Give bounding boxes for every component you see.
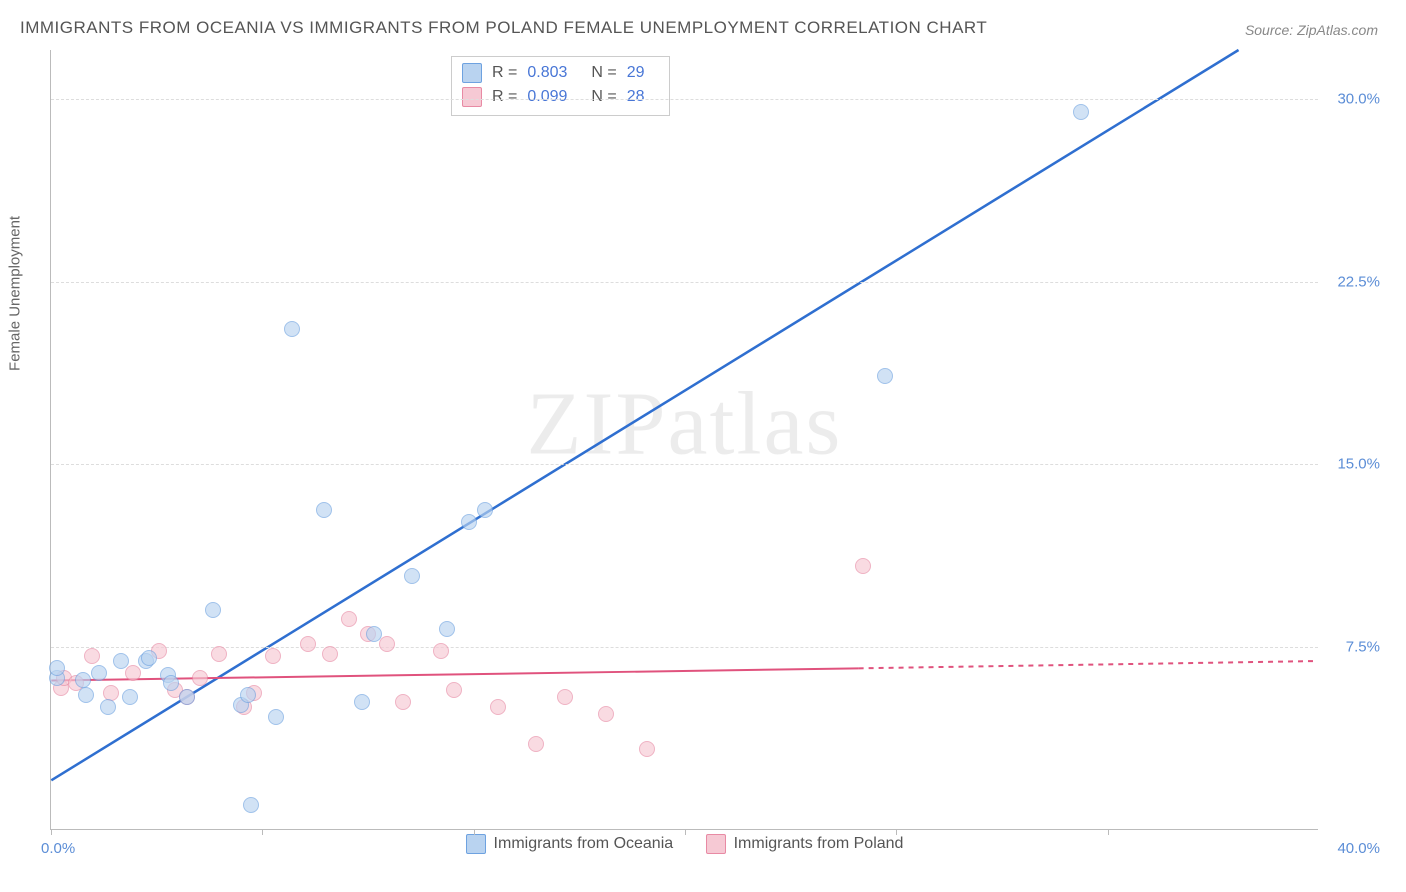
oceania-point: [477, 502, 493, 518]
gridline: [51, 282, 1318, 283]
swatch-oceania: [466, 834, 486, 854]
legend-item-oceania: Immigrants from Oceania: [466, 834, 674, 854]
gridline: [51, 464, 1318, 465]
oceania-point: [354, 694, 370, 710]
oceania-point: [75, 672, 91, 688]
xtick: [474, 829, 475, 835]
xtick: [896, 829, 897, 835]
r-value-oceania: 0.803: [527, 61, 567, 85]
stats-row-oceania: R = 0.803 N = 29: [462, 61, 659, 85]
oceania-point: [122, 689, 138, 705]
swatch-poland: [706, 834, 726, 854]
r-label: R =: [492, 61, 517, 85]
n-value-poland: 28: [627, 85, 645, 109]
x-max-label: 40.0%: [1337, 840, 1380, 857]
oceania-point: [179, 689, 195, 705]
poland-point: [265, 648, 281, 664]
poland-point: [211, 646, 227, 662]
xtick: [51, 829, 52, 835]
gridline: [51, 99, 1318, 100]
xtick: [685, 829, 686, 835]
ytick-label: 22.5%: [1337, 273, 1380, 290]
legend-label-oceania: Immigrants from Oceania: [494, 835, 674, 853]
ytick-label: 15.0%: [1337, 456, 1380, 473]
oceania-point: [316, 502, 332, 518]
r-label: R =: [492, 85, 517, 109]
poland-point: [84, 648, 100, 664]
oceania-point: [1073, 104, 1089, 120]
poland-point: [446, 682, 462, 698]
r-value-poland: 0.099: [527, 85, 567, 109]
watermark: ZIPatlas: [527, 372, 843, 475]
poland-point: [125, 665, 141, 681]
oceania-point: [163, 675, 179, 691]
poland-point: [490, 699, 506, 715]
oceania-point: [366, 626, 382, 642]
stats-legend: R = 0.803 N = 29 R = 0.099 N = 28: [451, 56, 670, 116]
oceania-point: [240, 687, 256, 703]
legend-label-poland: Immigrants from Poland: [734, 835, 904, 853]
poland-point: [855, 558, 871, 574]
oceania-point: [243, 797, 259, 813]
poland-point: [528, 736, 544, 752]
oceania-point: [113, 653, 129, 669]
oceania-point: [268, 709, 284, 725]
poland-point: [379, 636, 395, 652]
poland-point: [433, 643, 449, 659]
poland-point: [192, 670, 208, 686]
n-label: N =: [591, 61, 616, 85]
stats-row-poland: R = 0.099 N = 28: [462, 85, 659, 109]
oceania-point: [461, 514, 477, 530]
oceania-point: [91, 665, 107, 681]
oceania-point: [49, 660, 65, 676]
xtick: [1108, 829, 1109, 835]
swatch-poland: [462, 87, 482, 107]
oceania-point: [877, 368, 893, 384]
poland-point: [341, 611, 357, 627]
poland-point: [557, 689, 573, 705]
oceania-point: [284, 321, 300, 337]
swatch-oceania: [462, 63, 482, 83]
poland-point: [639, 741, 655, 757]
chart-title: IMMIGRANTS FROM OCEANIA VS IMMIGRANTS FR…: [20, 18, 987, 38]
oceania-point: [439, 621, 455, 637]
oceania-point: [141, 650, 157, 666]
gridline: [51, 647, 1318, 648]
plot-area: ZIPatlas R = 0.803 N = 29 R = 0.099 N = …: [50, 50, 1318, 830]
poland-point: [598, 706, 614, 722]
poland-point: [300, 636, 316, 652]
series-legend: Immigrants from Oceania Immigrants from …: [51, 834, 1318, 859]
source-label: Source: ZipAtlas.com: [1245, 22, 1378, 38]
xtick: [262, 829, 263, 835]
oceania-point: [205, 602, 221, 618]
y-axis-label: Female Unemployment: [7, 216, 24, 371]
chart-container: Female Unemployment ZIPatlas R = 0.803 N…: [50, 50, 1380, 830]
oceania-point: [100, 699, 116, 715]
ytick-label: 30.0%: [1337, 90, 1380, 107]
ytick-label: 7.5%: [1346, 639, 1380, 656]
n-label: N =: [591, 85, 616, 109]
n-value-oceania: 29: [627, 61, 645, 85]
poland-point: [322, 646, 338, 662]
poland-point: [103, 685, 119, 701]
oceania-point: [78, 687, 94, 703]
legend-item-poland: Immigrants from Poland: [706, 834, 904, 854]
poland-point: [395, 694, 411, 710]
oceania-point: [404, 568, 420, 584]
